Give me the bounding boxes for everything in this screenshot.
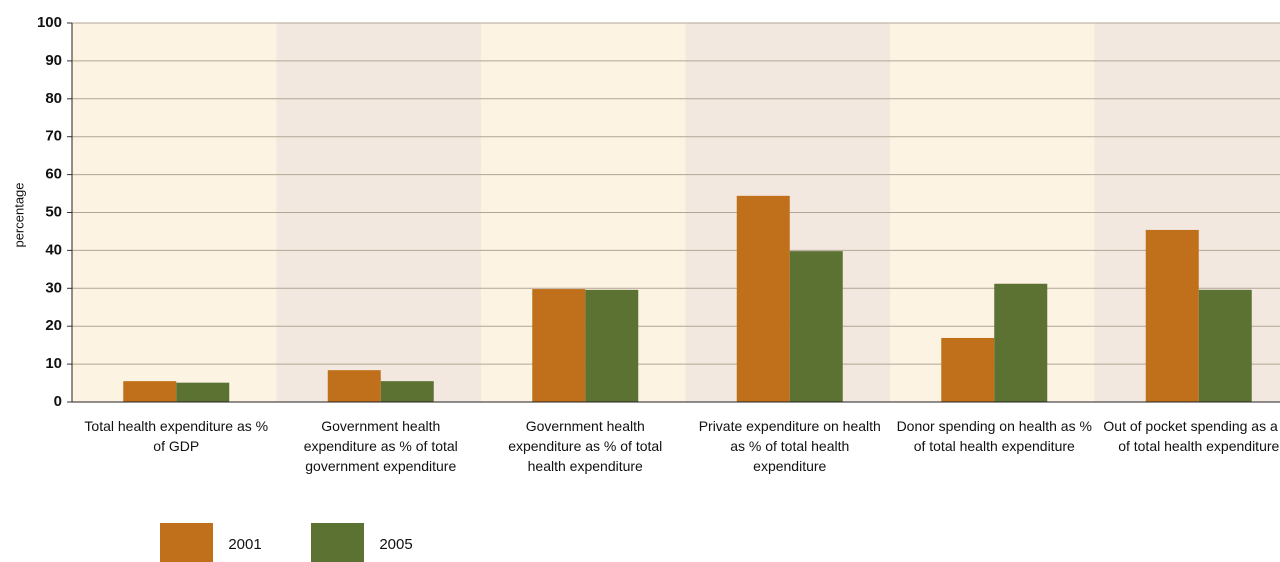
bar <box>736 195 790 402</box>
y-tick-label: 40 <box>45 241 62 258</box>
bar <box>380 381 434 402</box>
y-axis-label: percentage <box>11 182 26 247</box>
y-tick-label: 10 <box>45 355 62 372</box>
bar <box>994 283 1048 402</box>
bar <box>532 289 586 402</box>
y-tick-label: 70 <box>45 128 62 145</box>
y-tick-label: 100 <box>37 14 62 31</box>
bar <box>789 251 843 402</box>
bar <box>1198 289 1252 402</box>
x-tick-label: Total health expenditure as % of GDP <box>84 418 269 454</box>
bar <box>176 382 230 402</box>
bar <box>327 370 381 402</box>
legend-label: 2005 <box>379 536 412 553</box>
legend-swatch <box>160 523 213 562</box>
x-tick-label: Out of pocket spending as a % of total h… <box>1103 418 1280 454</box>
bar <box>941 337 995 402</box>
y-tick-label: 50 <box>45 203 62 220</box>
y-tick-label: 20 <box>45 317 62 334</box>
y-tick-label: 60 <box>45 166 62 183</box>
y-tick-label: 80 <box>45 90 62 107</box>
legend-label: 2001 <box>228 536 261 553</box>
y-tick-label: 30 <box>45 279 62 296</box>
legend-swatch <box>311 523 364 562</box>
y-tick-label: 90 <box>45 52 62 69</box>
x-tick-label: Government health expenditure as % of to… <box>303 418 458 474</box>
x-tick-label: Donor spending on health as % of total h… <box>896 418 1092 454</box>
bar <box>123 381 177 402</box>
y-tick-label: 0 <box>54 393 62 410</box>
bar <box>1145 229 1199 402</box>
bar <box>585 289 639 402</box>
x-tick-label: Private expenditure on health as % of to… <box>698 418 881 474</box>
x-tick-label: Government health expenditure as % of to… <box>508 418 663 474</box>
